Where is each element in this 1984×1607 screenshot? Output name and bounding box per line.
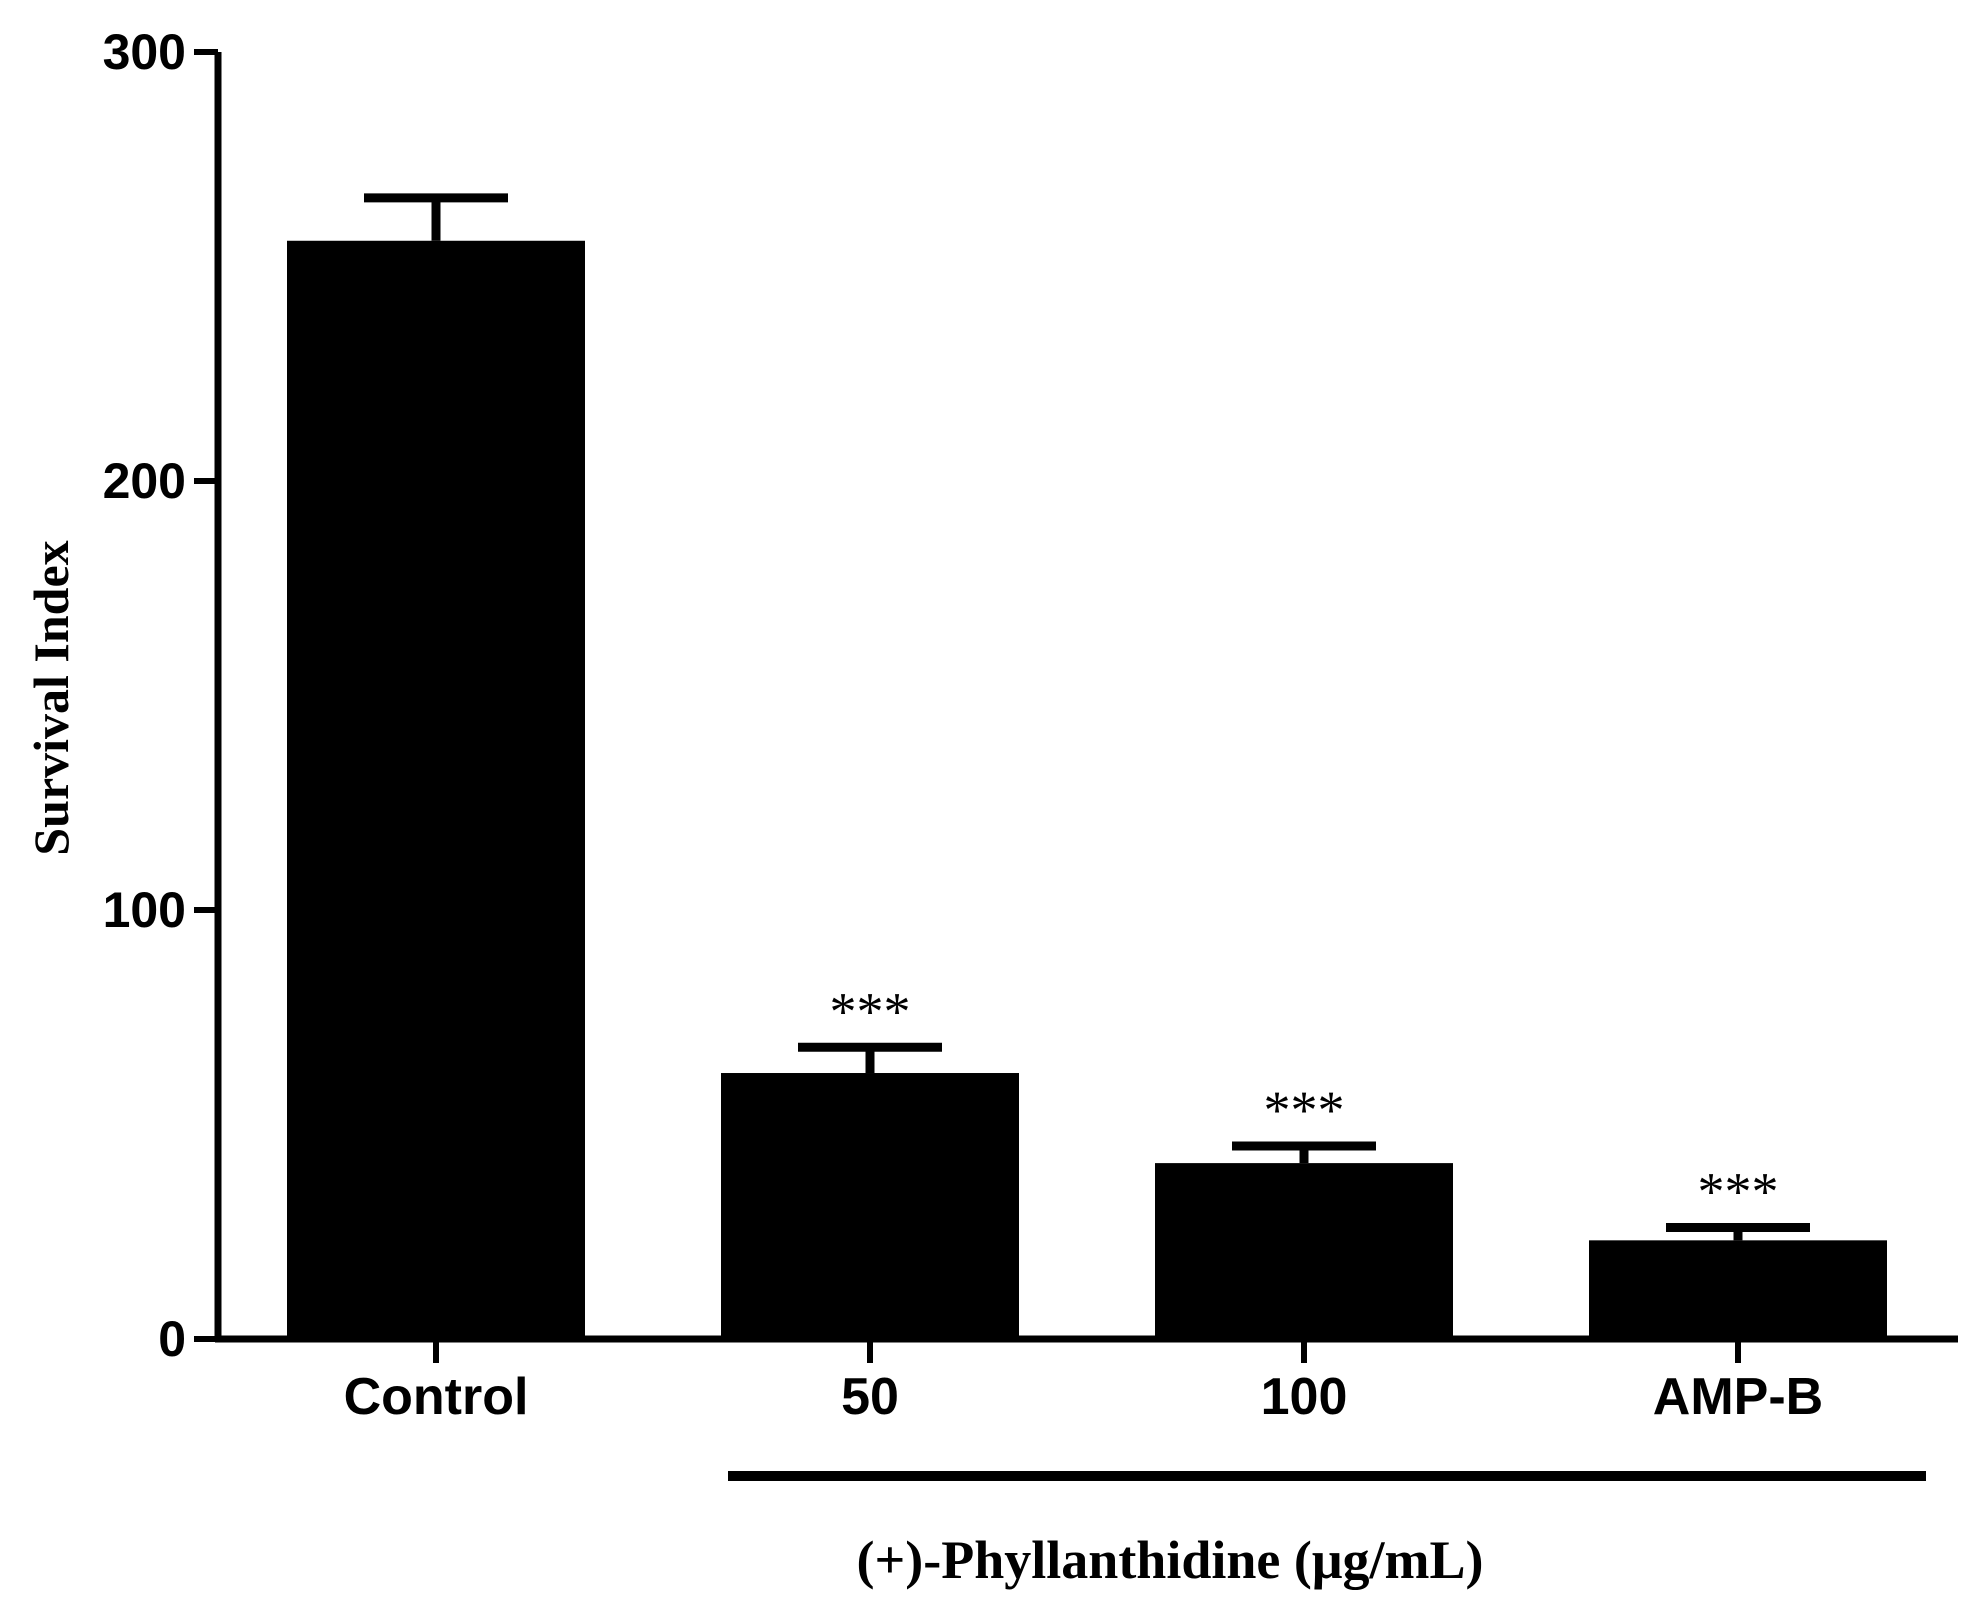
- significance-label: ***: [1264, 1080, 1345, 1140]
- x-tick-label: AMP-B: [1653, 1368, 1823, 1426]
- text-layer: Control *** 50 *** 100 *** AMP-B 0 100 200 300: [103, 24, 1824, 1426]
- bar-control: [287, 240, 585, 1339]
- y-tick-label: 200: [103, 453, 186, 509]
- significance-label: ***: [830, 981, 911, 1041]
- y-tick-label: 100: [103, 882, 186, 938]
- y-tick-label: 300: [103, 24, 186, 80]
- significance-label: ***: [1698, 1161, 1779, 1221]
- group-title: (+)-Phyllanthidine (μg/mL): [857, 1530, 1484, 1590]
- x-tick-label: 100: [1261, 1368, 1348, 1426]
- y-axis-title: Survival Index: [23, 540, 79, 855]
- bars-layer: [287, 193, 1887, 1339]
- axes-layer: [194, 49, 1958, 1363]
- y-tick-label: 0: [158, 1311, 186, 1367]
- x-tick-label: 50: [841, 1368, 899, 1426]
- bar-100: [1155, 1163, 1453, 1339]
- x-tick-label: Control: [344, 1368, 529, 1426]
- bar-amp-b: [1589, 1240, 1887, 1339]
- bar-50: [721, 1073, 1019, 1339]
